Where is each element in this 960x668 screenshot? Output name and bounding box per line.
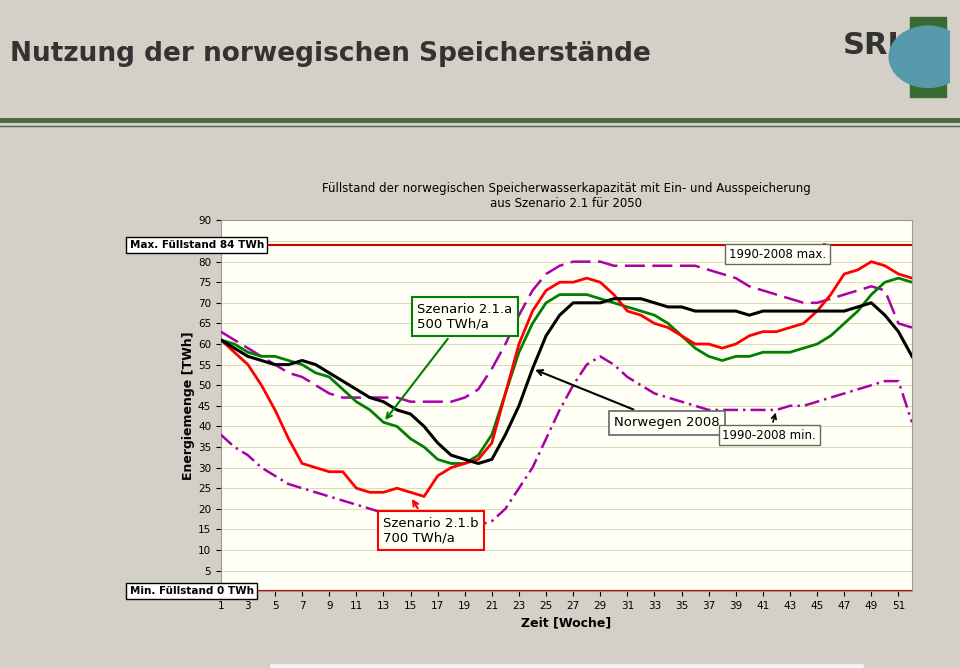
FancyBboxPatch shape (910, 17, 946, 96)
Legend: NO real 2008, Minimaler Speicherfüllstand 1990-2007, Maximaler Speicherfüllstand: NO real 2008, Minimaler Speicherfüllstan… (269, 663, 864, 668)
Circle shape (889, 26, 960, 88)
Title: Füllstand der norwegischen Speicherwasserkapazität mit Ein- und Ausspeicherung
a: Füllstand der norwegischen Speicherwasse… (322, 182, 811, 210)
Y-axis label: Energiemenge [TWh]: Energiemenge [TWh] (182, 331, 195, 480)
Text: Max. Füllstand 84 TWh: Max. Füllstand 84 TWh (130, 240, 264, 250)
Text: Szenario 2.1.a
500 TWh/a: Szenario 2.1.a 500 TWh/a (387, 303, 513, 418)
Text: 1990-2008 min.: 1990-2008 min. (722, 414, 816, 442)
Text: Min. Füllstand 0 TWh: Min. Füllstand 0 TWh (130, 587, 253, 596)
Text: Norwegen 2008: Norwegen 2008 (538, 370, 719, 430)
Text: SRU: SRU (843, 31, 913, 60)
Text: 1990-2008 max.: 1990-2008 max. (729, 244, 830, 261)
X-axis label: Zeit [Woche]: Zeit [Woche] (521, 617, 612, 629)
Text: Szenario 2.1.b
700 TWh/a: Szenario 2.1.b 700 TWh/a (383, 501, 479, 544)
Text: Nutzung der norwegischen Speicherstände: Nutzung der norwegischen Speicherstände (10, 41, 651, 67)
